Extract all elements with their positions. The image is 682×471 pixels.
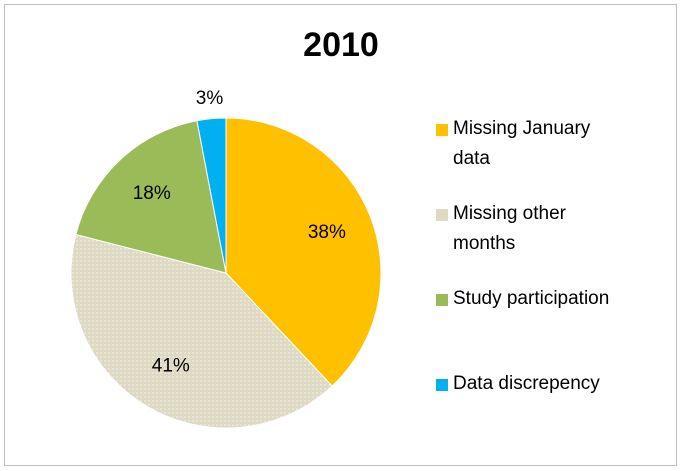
- legend-item: Study participation: [436, 288, 666, 373]
- legend: Missing January data Missing other months…: [436, 118, 666, 458]
- legend-swatch: [436, 124, 448, 136]
- legend-label: Data discrepency: [453, 373, 600, 394]
- legend-swatch: [436, 209, 448, 221]
- legend-item: Data discrepency: [436, 373, 666, 458]
- data-label: 38%: [308, 222, 346, 243]
- legend-label: Study participation: [453, 288, 610, 309]
- pie: [70, 117, 382, 429]
- pie-slice: [75, 120, 227, 274]
- data-label: 3%: [196, 88, 224, 109]
- legend-item: Missing other months: [436, 203, 666, 288]
- legend-label: Missing January data: [453, 118, 591, 169]
- data-label: 41%: [152, 355, 190, 376]
- legend-swatch: [436, 294, 448, 306]
- legend-swatch: [436, 379, 448, 391]
- pie-slice: [225, 117, 382, 387]
- data-label: 18%: [133, 183, 171, 204]
- pie-slice: [196, 117, 227, 274]
- legend-item: Missing January data: [436, 118, 666, 203]
- chart-title: 2010: [303, 26, 379, 64]
- pie-slice: [70, 233, 333, 429]
- legend-label: Missing other months: [453, 203, 566, 254]
